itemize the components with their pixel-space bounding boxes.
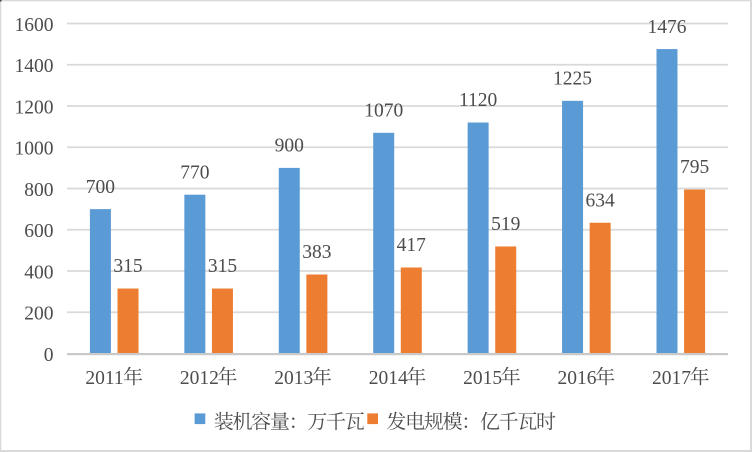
svg-text:700: 700 (86, 177, 115, 198)
svg-text:2014: 2014 (369, 368, 408, 389)
svg-text:1070: 1070 (364, 101, 403, 122)
svg-text:2013: 2013 (274, 368, 313, 389)
svg-text:2016: 2016 (558, 368, 597, 389)
svg-text:900: 900 (275, 136, 304, 157)
svg-text:400: 400 (24, 262, 53, 283)
svg-text:0: 0 (44, 345, 54, 366)
svg-text:634: 634 (586, 190, 616, 211)
svg-text:2012: 2012 (180, 368, 219, 389)
svg-text:795: 795 (680, 157, 709, 178)
svg-text:2015: 2015 (463, 368, 502, 389)
svg-text:2017: 2017 (652, 368, 691, 389)
svg-text:1120: 1120 (459, 90, 497, 111)
svg-text:1225: 1225 (553, 69, 592, 90)
svg-text:1400: 1400 (15, 56, 54, 77)
svg-text:770: 770 (180, 162, 209, 183)
svg-text:200: 200 (24, 304, 53, 325)
svg-text:1600: 1600 (15, 15, 54, 36)
svg-text:315: 315 (208, 256, 237, 277)
svg-text:1200: 1200 (15, 97, 54, 118)
svg-text:600: 600 (24, 221, 53, 242)
svg-text:417: 417 (397, 235, 427, 256)
svg-text:1476: 1476 (647, 17, 686, 38)
svg-text:1000: 1000 (15, 139, 54, 160)
svg-text:315: 315 (113, 256, 142, 277)
svg-text:519: 519 (491, 214, 520, 235)
svg-text:383: 383 (302, 242, 331, 263)
svg-text:2011: 2011 (85, 368, 123, 389)
svg-text:800: 800 (24, 180, 53, 201)
